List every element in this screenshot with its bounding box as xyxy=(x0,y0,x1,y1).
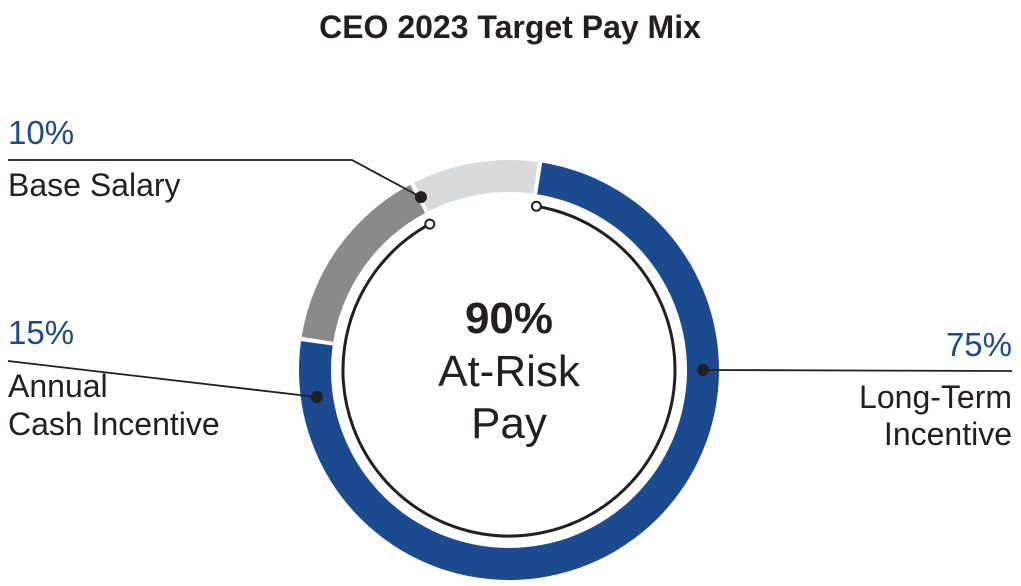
slice-label-annual-line2: Cash Incentive xyxy=(8,406,220,442)
leader-lines xyxy=(7,159,1013,403)
slice-label-annual-line1: Annual xyxy=(8,368,108,404)
slice-base-salary xyxy=(413,159,538,212)
center-at-risk-label-line1: At-Risk xyxy=(438,347,581,396)
slice-value-base-salary: 10% xyxy=(8,114,74,151)
leader-line-annual-cash-incentive xyxy=(7,360,317,398)
center-at-risk-label-line2: Pay xyxy=(471,399,547,448)
at-risk-arc xyxy=(341,204,677,538)
at-risk-arc-end-marker xyxy=(424,218,436,230)
leader-line-long-term-incentive xyxy=(702,369,1013,372)
slice-label-long-term-line2: Incentive xyxy=(884,416,1012,452)
slice-annual-cash-incentive xyxy=(301,184,426,342)
leader-dot-base-salary xyxy=(414,191,427,204)
slice-label-long-term-line1: Long-Term xyxy=(859,379,1012,415)
at-risk-inner-arc xyxy=(341,200,677,538)
donut-ring xyxy=(298,159,720,580)
center-at-risk-value: 90% xyxy=(465,294,553,343)
slice-value-annual-cash-incentive: 15% xyxy=(8,314,74,351)
slice-value-long-term-incentive: 75% xyxy=(946,326,1012,363)
slice-label-base-salary: Base Salary xyxy=(8,167,181,203)
leader-dot-annual-cash-incentive xyxy=(310,390,323,403)
leader-dot-long-term-incentive xyxy=(697,364,709,376)
leader-line-base-salary xyxy=(8,159,422,198)
chart-title: CEO 2023 Target Pay Mix xyxy=(319,9,701,45)
at-risk-arc-start-marker xyxy=(530,200,542,212)
